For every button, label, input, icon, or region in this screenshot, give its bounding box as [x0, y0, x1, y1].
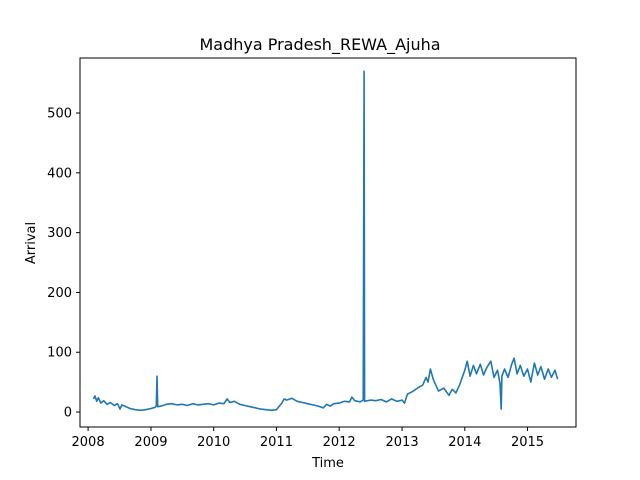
x-axis-label: Time: [311, 456, 344, 471]
x-tick-label: 2012: [323, 435, 356, 450]
plot-frame: [79, 57, 577, 428]
x-tick-label: 2011: [260, 435, 293, 450]
y-tick-label: 500: [47, 107, 72, 122]
x-tick-label: 2015: [511, 435, 544, 450]
y-axis-label: Arrival: [24, 222, 39, 264]
y-tick-label: 0: [64, 406, 72, 421]
y-tick-label: 400: [47, 166, 72, 181]
y-tick-label: 300: [47, 226, 72, 241]
y-tick-label: 200: [47, 286, 72, 301]
plot-area: [92, 70, 559, 412]
y-tick-label: 100: [47, 346, 72, 361]
series-line-0: [92, 70, 559, 412]
x-tick-label: 2014: [448, 435, 481, 450]
x-tick-label: 2013: [386, 435, 419, 450]
chart-title: Madhya Pradesh_REWA_Ajuha: [199, 35, 440, 55]
x-axis: 2008 2009 2010 2011 2012 2013 2014 2015: [72, 427, 544, 450]
x-tick-label: 2008: [72, 435, 105, 450]
x-tick-label: 2009: [134, 435, 167, 450]
y-axis: 0 100 200 300 400 500: [47, 107, 80, 421]
x-tick-label: 2010: [197, 435, 230, 450]
